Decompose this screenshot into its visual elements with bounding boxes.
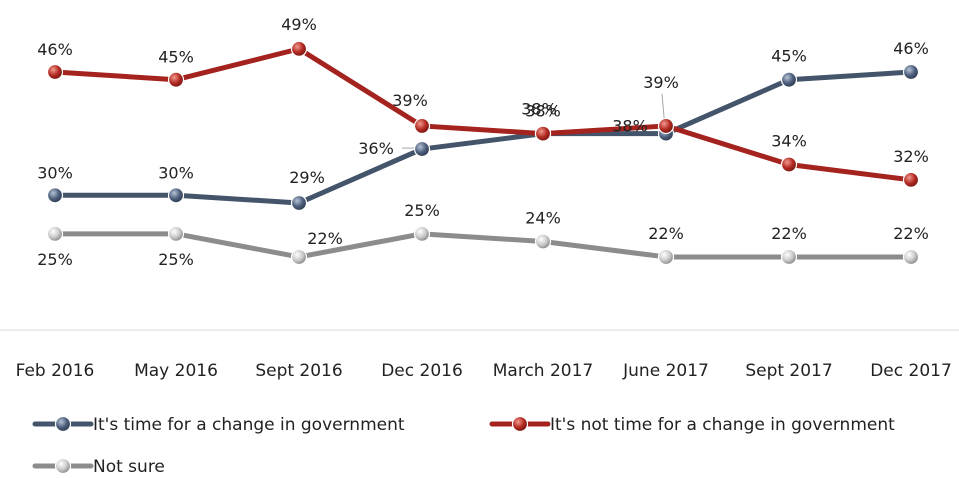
data-label-series-1-point-3: 29% [289, 168, 325, 187]
data-label-series-1-point-5: 38% [521, 100, 557, 119]
data-label-series-3-point-1: 25% [37, 250, 73, 269]
series-2-point-6 [657, 117, 675, 135]
x-tick-label: Dec 2016 [381, 361, 463, 381]
legend-swatch-marker [54, 457, 72, 475]
legend-item-1: It's time for a change in government [32, 415, 405, 435]
data-label-series-1-point-4: 36% [358, 139, 394, 158]
series-1-point-8 [902, 63, 920, 81]
x-tick-label: March 2017 [493, 361, 594, 381]
data-label-series-2-point-3: 49% [281, 15, 317, 34]
data-label-series-2-point-7: 34% [771, 131, 807, 150]
data-label-series-3-point-2: 25% [158, 250, 194, 269]
data-label-series-1-point-7: 45% [771, 47, 807, 66]
legend-label: It's not time for a change in government [550, 415, 895, 435]
data-label-series-2-point-4: 39% [392, 91, 428, 110]
series-lines [52, 46, 914, 260]
series-3-point-2 [167, 225, 185, 242]
data-label-series-1-point-2: 30% [158, 163, 194, 182]
series-1-point-7 [780, 71, 798, 88]
data-label-series-2-point-8: 32% [893, 147, 929, 166]
series-3-point-5 [534, 233, 552, 250]
series-1-point-2 [167, 187, 185, 204]
series-3-point-8 [902, 248, 920, 266]
x-tick-label: Feb 2016 [16, 361, 95, 381]
data-label-series-1-point-6: 38% [612, 117, 648, 136]
data-labels: 30% 30% 29%36%38%38%45% 46%46% 45%49%39%38%3… [37, 15, 929, 269]
data-label-series-3-point-3: 22% [307, 229, 343, 248]
series-line-3 [52, 231, 914, 260]
x-tick-label: June 2017 [622, 361, 709, 381]
data-label-series-3-point-8: 22% [893, 224, 929, 243]
series-2-point-2 [167, 71, 185, 88]
series-1-point-3 [290, 194, 308, 212]
series-1-point-4 [413, 140, 431, 158]
data-label-series-3-point-6: 22% [648, 224, 684, 243]
x-tick-label: May 2016 [134, 361, 218, 381]
legend-label: Not sure [93, 457, 165, 477]
series-markers [46, 40, 920, 266]
series-2-point-8 [902, 171, 920, 188]
legend-swatch-marker [511, 415, 529, 433]
data-label-series-2-point-2: 45% [158, 48, 194, 67]
data-label-series-2-point-5: 38% [525, 102, 561, 121]
series-3-point-7 [780, 248, 798, 266]
legend-label: It's time for a change in government [93, 415, 405, 435]
series-2-point-5 [534, 125, 552, 142]
series-2-point-4 [413, 117, 431, 135]
data-label-series-2-point-1: 46% [37, 40, 73, 59]
x-tick-label: Sept 2017 [745, 361, 832, 381]
legend-swatch-marker [54, 415, 72, 433]
legend-item-2: It's not time for a change in government [489, 415, 895, 435]
data-label-series-2-point-6: 39% [643, 73, 679, 92]
series-2-point-7 [780, 156, 798, 173]
series-line-2 [52, 46, 914, 183]
series-3-point-3 [290, 248, 308, 266]
data-label-series-3-point-7: 22% [771, 224, 807, 243]
series-2-point-3 [290, 40, 308, 57]
series-1-point-1 [46, 187, 64, 204]
legend: It's time for a change in government It's… [32, 415, 895, 477]
series-3-point-1 [46, 225, 64, 242]
data-label-series-3-point-5: 24% [525, 209, 561, 228]
series-3-point-4 [413, 225, 431, 242]
data-label-series-1-point-1: 30% [37, 163, 73, 182]
x-tick-label: Dec 2017 [870, 361, 952, 381]
legend-item-3: Not sure [32, 457, 165, 477]
data-label-series-1-point-8: 46% [893, 39, 929, 58]
series-3-point-6 [657, 248, 675, 266]
series-2-point-1 [46, 63, 64, 81]
series-line-1 [52, 69, 914, 206]
x-tick-label: Sept 2016 [255, 361, 342, 381]
data-label-series-3-point-4: 25% [404, 201, 440, 220]
x-axis-tick-labels: Feb 2016 May 2016 Sept 2016 Dec 2016 March 2… [16, 361, 952, 381]
